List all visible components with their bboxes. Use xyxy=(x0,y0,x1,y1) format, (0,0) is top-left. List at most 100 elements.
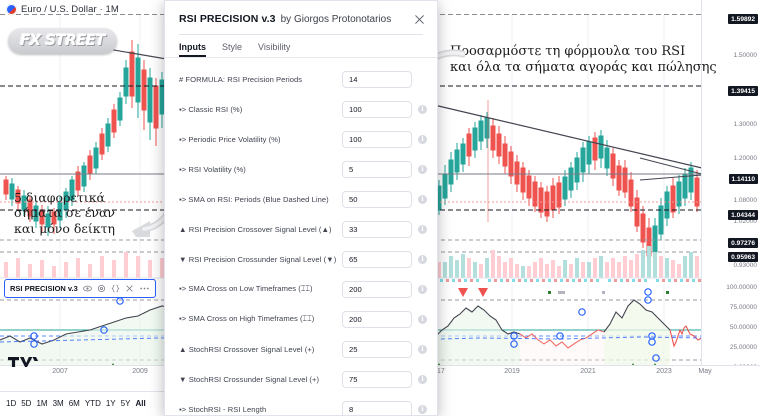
setting-row: ▪> RSI Volatility (%) 5 i xyxy=(165,154,437,184)
annotation-right: Προσαρμόστε τη φόρμουλα του RSI και όλα … xyxy=(450,44,717,76)
range-selector[interactable]: 1D 5D 1M 3M 6M YTD 1Y 5Y All xyxy=(0,391,180,414)
tab-inputs[interactable]: Inputs xyxy=(179,42,206,57)
range-option-3m[interactable]: 3M xyxy=(52,398,64,408)
setting-input[interactable]: 200 xyxy=(342,280,412,298)
candles-right xyxy=(430,100,700,262)
symbol-header[interactable]: Euro / U.S. Dollar · 1M xyxy=(6,4,119,15)
setting-label: # FORMULA: RSI Precision Periods xyxy=(179,74,303,84)
setting-input[interactable]: 100 xyxy=(342,130,412,148)
dialog-header: RSI PRECISION v.3 by Giorgos Protonotari… xyxy=(165,1,437,34)
range-option-1m[interactable]: 1M xyxy=(36,398,48,408)
price-tag: 1.04344 xyxy=(728,210,758,220)
price-tick: 1.30000 xyxy=(733,121,758,128)
close-icon[interactable] xyxy=(125,284,134,293)
info-icon[interactable]: i xyxy=(418,284,427,294)
rsi-tick: 50.00000 xyxy=(729,324,757,331)
annotation-left-line-2: σήματα σε έναν xyxy=(14,205,116,221)
more-icon[interactable] xyxy=(139,284,150,293)
setting-row: ▼ RSI Precision Crossunder Signal Level … xyxy=(165,244,437,274)
setting-row: ▪> SMA on RSI: Periods (Blue Dashed Line… xyxy=(165,184,437,214)
setting-label: ▼ RSI Precision Crossunder Signal Level … xyxy=(179,254,336,264)
candles-left xyxy=(3,40,165,236)
setting-label: ▪> SMA on RSI: Periods (Blue Dashed Line… xyxy=(179,194,329,204)
setting-label: ▪> RSI Volatility (%) xyxy=(179,164,246,174)
setting-input[interactable]: 75 xyxy=(342,370,412,388)
tradingview-logo-icon[interactable] xyxy=(8,355,38,374)
source-code-icon[interactable] xyxy=(111,284,120,293)
setting-input[interactable]: 33 xyxy=(342,220,412,238)
setting-input[interactable]: 65 xyxy=(342,250,412,268)
info-icon[interactable]: i xyxy=(418,314,427,324)
setting-label: ▲ RSI Precision Crossover Signal Level (… xyxy=(179,224,332,234)
indicator-settings-dialog[interactable]: RSI PRECISION v.3 by Giorgos Protonotari… xyxy=(164,0,438,416)
price-scale[interactable]: 1.50000 1.30000 1.20000 1.08000 1.02000 0.930… xyxy=(701,0,760,278)
price-tag: 1.14110 xyxy=(728,174,758,184)
price-tag: 1.39415 xyxy=(728,86,758,96)
setting-row: ▼ StochRSI Crossunder Signal Level (+) 75… xyxy=(165,364,437,394)
range-option-5d[interactable]: 5D xyxy=(21,398,32,408)
setting-input[interactable]: 25 xyxy=(342,340,412,358)
setting-input[interactable]: 8 xyxy=(342,400,412,415)
tab-visibility[interactable]: Visibility xyxy=(258,42,291,52)
range-option-all[interactable]: All xyxy=(135,398,146,408)
info-icon[interactable]: i xyxy=(418,404,427,414)
info-icon[interactable]: i xyxy=(418,164,427,174)
price-tick: 1.08000 xyxy=(733,197,758,204)
setting-input[interactable]: 14 xyxy=(342,70,412,88)
tab-style[interactable]: Style xyxy=(222,42,243,52)
indicator-legend[interactable]: RSI PRECISION v.3 xyxy=(4,279,156,298)
gear-icon[interactable] xyxy=(97,284,106,293)
price-tick: 1.20000 xyxy=(733,155,758,162)
time-tick: 2009 xyxy=(132,368,148,375)
rsi-tick: 75.00000 xyxy=(729,304,757,311)
annotation-right-line-2: και όλα τα σήματα αγοράς και πώλησης xyxy=(450,59,717,75)
setting-row: ▪> StochRSI - RSI Length 8 i xyxy=(165,394,437,415)
setting-input[interactable]: 5 xyxy=(342,160,412,178)
price-tick: 1.02000 xyxy=(733,218,758,225)
price-pane xyxy=(0,14,702,262)
setting-row: ▲ RSI Precision Crossover Signal Level (… xyxy=(165,214,437,244)
rsi-tick: 100.00000 xyxy=(726,284,757,291)
info-icon[interactable]: i xyxy=(418,374,427,384)
annotation-left-line-3: και μόνο δείκτη xyxy=(14,220,115,236)
range-option-1y[interactable]: 1Y xyxy=(105,398,116,408)
setting-input[interactable]: 100 xyxy=(342,100,412,118)
annotation-right-line-1: Προσαρμόστε τη φόρμουλα του RSI xyxy=(450,44,686,59)
info-icon[interactable]: i xyxy=(418,344,427,354)
setting-input[interactable]: 50 xyxy=(342,190,412,208)
setting-row: ▪> SMA Cross on High Timeframes (⌶⌶) 200 i xyxy=(165,304,437,334)
setting-label: ▲ StochRSI Crossover Signal Level (+) xyxy=(179,344,315,354)
range-option-5y[interactable]: 5Y xyxy=(120,398,131,408)
fxstreet-label: FX STREET xyxy=(20,31,106,49)
time-tick: May xyxy=(698,368,712,375)
volume-bars xyxy=(0,246,702,279)
setting-input[interactable]: 200 xyxy=(342,310,412,328)
eye-icon[interactable] xyxy=(82,284,92,293)
range-option-ytd[interactable]: YTD xyxy=(84,398,101,408)
dialog-subtitle: by Giorgos Protonotarios xyxy=(280,14,392,25)
annotation-left-line-1: 5 διαφορετικά xyxy=(14,190,105,205)
info-icon[interactable]: i xyxy=(418,254,427,264)
setting-row: ▪> Periodic Price Volatility (%) 100 i xyxy=(165,124,437,154)
price-tag: 0.95963 xyxy=(728,252,758,262)
dialog-tabs[interactable]: Inputs Style Visibility xyxy=(165,35,437,57)
dialog-divider xyxy=(179,34,423,35)
setting-row: ▪> Classic RSI (%) 100 i xyxy=(165,94,437,124)
dialog-title: RSI PRECISION v.3 xyxy=(179,13,276,25)
dialog-inputs-list[interactable]: # FORMULA: RSI Precision Periods14i▪> Cl… xyxy=(165,58,437,415)
info-icon[interactable]: i xyxy=(418,134,427,144)
range-option-1d[interactable]: 1D xyxy=(6,398,17,408)
time-tick: 2021 xyxy=(580,368,596,375)
annotation-left: 5 διαφορετικά σήματα σε έναν και μόνο δε… xyxy=(14,190,115,236)
range-option-6m[interactable]: 6M xyxy=(68,398,80,408)
setting-row: ▲ StochRSI Crossover Signal Level (+) 25 i xyxy=(165,334,437,364)
info-icon[interactable]: i xyxy=(418,224,427,234)
setting-label: ▪> Classic RSI (%) xyxy=(179,104,243,114)
setting-label: ▪> StochRSI - RSI Length xyxy=(179,404,267,414)
info-icon[interactable]: i xyxy=(418,194,427,204)
info-icon[interactable]: i xyxy=(418,104,427,114)
setting-row: # FORMULA: RSI Precision Periods14i xyxy=(165,64,437,94)
fxstreet-watermark: FX STREET xyxy=(8,28,117,54)
close-icon[interactable] xyxy=(411,11,427,27)
